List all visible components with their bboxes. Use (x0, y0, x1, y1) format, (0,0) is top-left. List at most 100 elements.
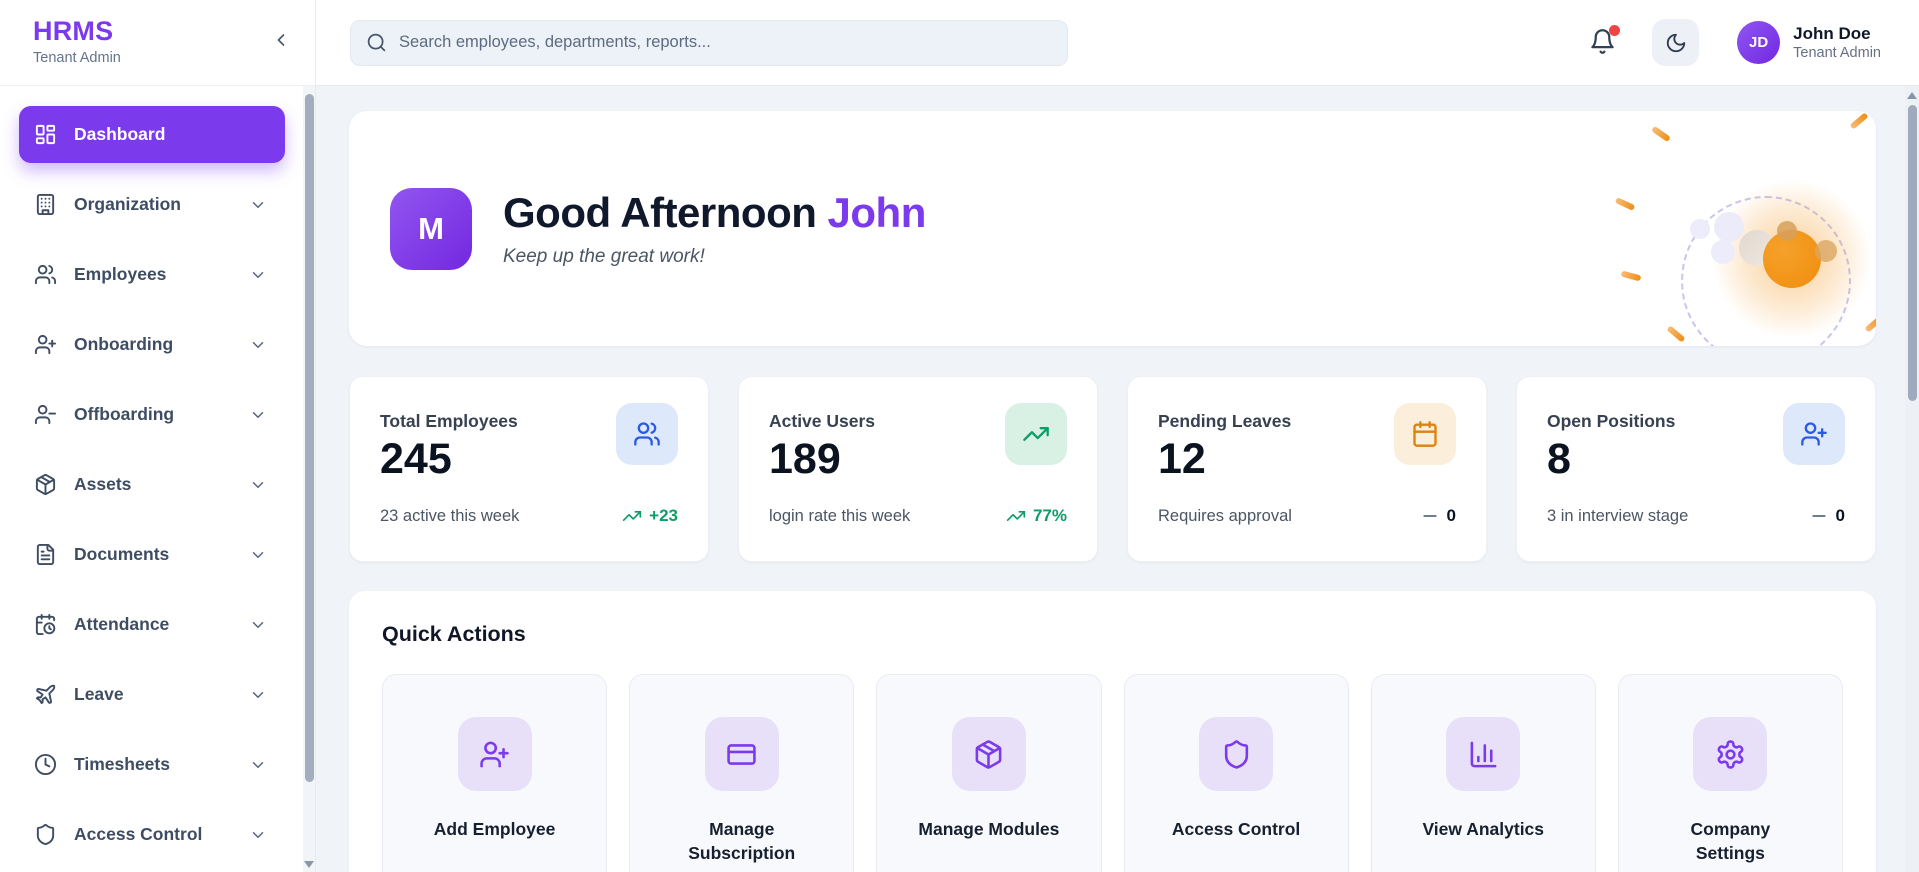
quick-action-access-control[interactable]: Access Control (1123, 674, 1349, 872)
minus-icon (1811, 515, 1826, 517)
stat-value: 8 (1547, 435, 1571, 483)
package-icon (951, 717, 1026, 791)
sidebar-item-label: Onboarding (74, 334, 174, 354)
chevron-down-icon (252, 691, 264, 698)
stat-footer-text: login rate this week (769, 506, 911, 525)
plane-icon (33, 683, 57, 707)
user-menu[interactable]: JD John Doe Tenant Admin (1737, 21, 1881, 64)
quick-action-manage-subscription[interactable]: Manage Subscription (629, 674, 855, 872)
chevron-down-icon (252, 201, 264, 208)
sidebar-scrollbar-thumb[interactable] (304, 94, 314, 782)
notification-dot (1609, 24, 1621, 36)
stat-delta: 77% (1006, 506, 1067, 526)
sidebar-item-timesheets[interactable]: Timesheets (19, 736, 285, 793)
bell-icon (1591, 28, 1614, 54)
search-icon (367, 33, 386, 51)
quick-actions-grid: Add Employee Manage Subscription Manage … (382, 674, 1843, 872)
stat-footer-text: 23 active this week (380, 506, 520, 525)
trending-up-icon (1006, 511, 1026, 521)
calendar-icon (1394, 403, 1456, 465)
main-scrollbar-thumb[interactable] (1907, 105, 1917, 401)
sidebar-item-assets[interactable]: Assets (19, 456, 285, 513)
stat-card-total-employees: Total Employees 245 23 active this week … (349, 376, 709, 562)
sidebar-collapse-button[interactable] (271, 30, 291, 53)
search-input[interactable] (350, 19, 1068, 66)
sidebar-item-label: Organization (74, 194, 181, 214)
moon-icon (1666, 33, 1685, 52)
quick-action-label: Company Settings (1690, 819, 1771, 863)
minus-icon (1422, 515, 1437, 517)
sidebar: HRMS Tenant Admin Dashboard Organization (0, 0, 316, 872)
stat-delta: 0 (1420, 506, 1456, 526)
greeting-user-name: John (827, 189, 927, 236)
quick-action-view-analytics[interactable]: View Analytics (1370, 674, 1596, 872)
stat-card-pending-leaves: Pending Leaves 12 Requires approval 0 (1127, 376, 1487, 562)
quick-action-company-settings[interactable]: Company Settings (1617, 674, 1843, 872)
user-minus-icon (33, 403, 57, 427)
package-icon (33, 473, 57, 497)
sidebar-item-label: Leave (74, 684, 124, 704)
sidebar-item-employees[interactable]: Employees (19, 246, 285, 303)
building-icon (33, 193, 57, 217)
search-box[interactable] (350, 19, 1068, 66)
stat-label: Pending Leaves (1158, 411, 1292, 431)
stat-card-active-users: Active Users 189 login rate this week 77… (738, 376, 1098, 562)
stat-value: 189 (769, 435, 841, 483)
chevron-down-icon (252, 481, 264, 488)
stat-delta: 0 (1809, 506, 1845, 526)
main-scrollbar[interactable] (1905, 86, 1919, 872)
stat-delta: +23 (622, 506, 678, 526)
sidebar-item-attendance[interactable]: Attendance (19, 596, 285, 653)
chevron-down-icon (252, 411, 264, 418)
quick-action-label: Add Employee (433, 819, 556, 839)
sidebar-item-onboarding[interactable]: Onboarding (19, 316, 285, 373)
sidebar-item-dashboard[interactable]: Dashboard (19, 106, 285, 163)
sidebar-item-documents[interactable]: Documents (19, 526, 285, 583)
brand-subtitle: Tenant Admin (33, 50, 121, 66)
chevron-down-icon (252, 551, 264, 558)
topbar: JD John Doe Tenant Admin (316, 0, 1919, 86)
sidebar-item-access-control[interactable]: Access Control (19, 806, 285, 863)
dark-mode-toggle[interactable] (1652, 19, 1700, 66)
stat-card-open-positions: Open Positions 8 3 in interview stage 0 (1516, 376, 1876, 562)
dashboard-content: M Good Afternoon John Keep up the great … (316, 86, 1919, 872)
sun-illustration (1576, 111, 1876, 346)
quick-actions-title: Quick Actions (382, 622, 526, 646)
chevron-down-icon (252, 271, 264, 278)
quick-actions-section: Quick Actions Add Employee Manage Subscr… (349, 591, 1876, 872)
sidebar-item-label: Timesheets (74, 754, 170, 774)
sidebar-header: HRMS Tenant Admin (0, 0, 315, 86)
sidebar-item-label: Assets (74, 474, 132, 494)
sidebar-item-offboarding[interactable]: Offboarding (19, 386, 285, 443)
sidebar-item-label: Dashboard (74, 124, 166, 144)
quick-action-label: Manage Modules (918, 819, 1060, 839)
chevron-down-icon (252, 831, 264, 838)
dashboard-icon (33, 123, 57, 147)
shield-icon (1199, 717, 1274, 791)
sidebar-item-label: Documents (74, 544, 170, 564)
chevron-left-icon (277, 34, 285, 46)
scroll-up-arrow-icon[interactable] (1907, 92, 1917, 99)
trending-up-icon (1005, 403, 1067, 465)
user-role: Tenant Admin (1793, 45, 1881, 61)
chevron-down-icon (252, 341, 264, 348)
notifications-button[interactable] (1589, 24, 1621, 58)
stat-label: Total Employees (380, 411, 518, 431)
sidebar-item-label: Access Control (74, 824, 203, 844)
stat-footer-text: Requires approval (1158, 506, 1292, 525)
sidebar-nav: Dashboard Organization Employees (0, 86, 315, 863)
shield-icon (33, 823, 57, 847)
quick-action-add-employee[interactable]: Add Employee (382, 674, 608, 872)
sidebar-item-leave[interactable]: Leave (19, 666, 285, 723)
quick-action-manage-modules[interactable]: Manage Modules (876, 674, 1102, 872)
sidebar-scrollbar[interactable] (303, 86, 315, 872)
sidebar-item-organization[interactable]: Organization (19, 176, 285, 233)
chevron-down-icon (252, 621, 264, 628)
sidebar-item-label: Attendance (74, 614, 170, 634)
user-plus-icon (1783, 403, 1845, 465)
user-plus-icon (457, 717, 532, 791)
brand-logo: HRMS (33, 16, 114, 46)
chevron-down-icon (252, 761, 264, 768)
scroll-down-arrow-icon[interactable] (304, 861, 314, 868)
